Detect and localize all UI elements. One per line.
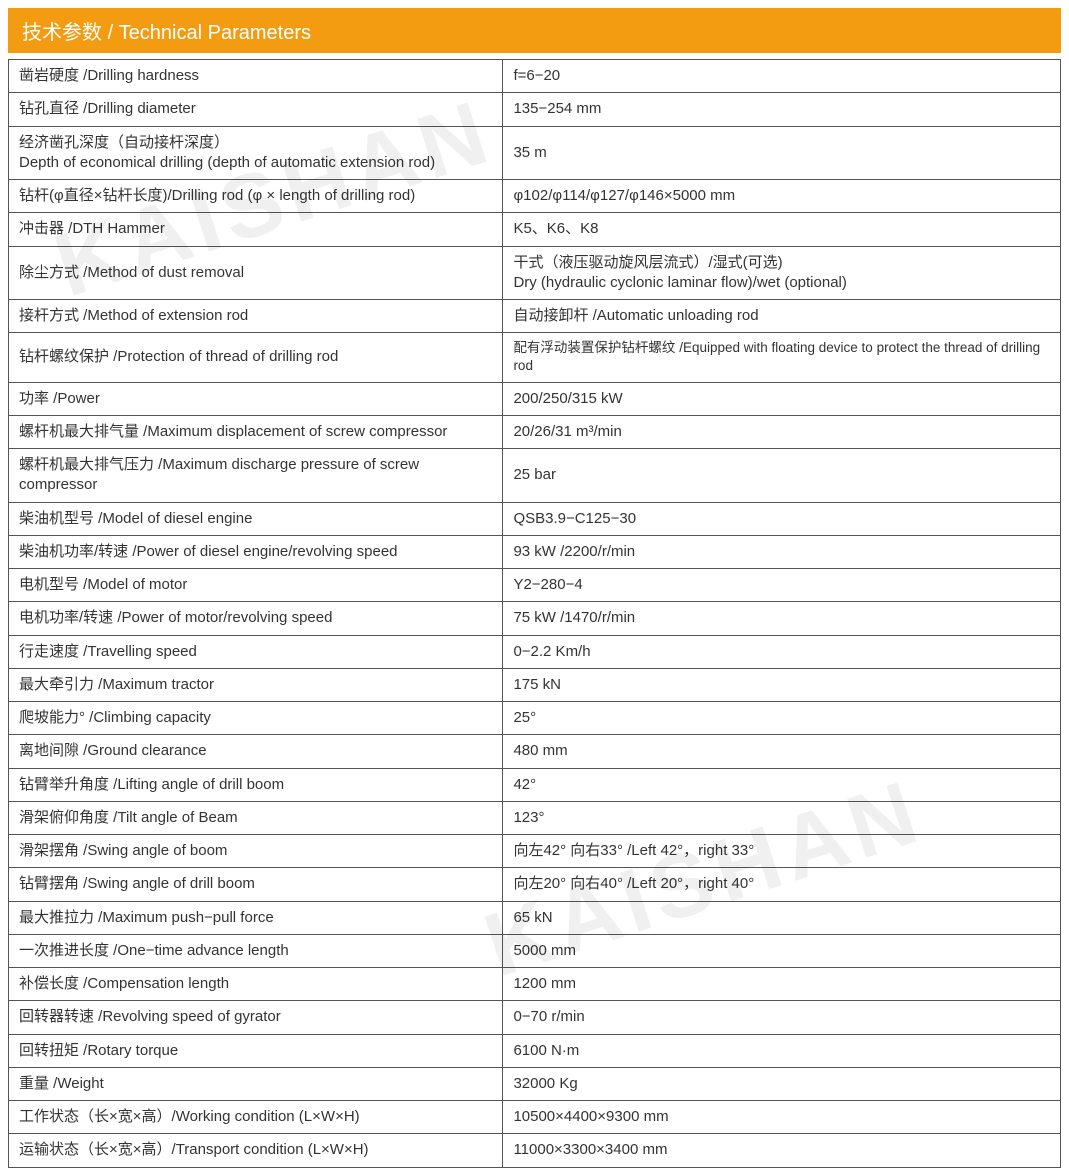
table-row: 除尘方式 /Method of dust removal干式（液压驱动旋风层流式… <box>9 246 1061 300</box>
table-row: 电机功率/转速 /Power of motor/revolving speed7… <box>9 602 1061 635</box>
param-value: 向左42° 向右33° /Left 42°，right 33° <box>503 835 1061 868</box>
param-label: 最大推拉力 /Maximum push−pull force <box>9 901 503 934</box>
section-title-sep: / <box>108 22 119 44</box>
param-value: 干式（液压驱动旋风层流式）/湿式(可选) Dry (hydraulic cycl… <box>503 246 1061 300</box>
table-row: 最大推拉力 /Maximum push−pull force65 kN <box>9 901 1061 934</box>
table-row: 螺杆机最大排气压力 /Maximum discharge pressure of… <box>9 449 1061 503</box>
table-row: 行走速度 /Travelling speed0−2.2 Km/h <box>9 635 1061 668</box>
param-value: 5000 mm <box>503 934 1061 967</box>
param-label: 功率 /Power <box>9 382 503 415</box>
param-value: 6100 N·m <box>503 1034 1061 1067</box>
table-row: 钻杆螺纹保护 /Protection of thread of drilling… <box>9 333 1061 382</box>
param-value: Y2−280−4 <box>503 569 1061 602</box>
table-row: 爬坡能力° /Climbing capacity25° <box>9 702 1061 735</box>
section-title-en: Technical Parameters <box>119 22 311 44</box>
param-value: 200/250/315 kW <box>503 382 1061 415</box>
param-value: 25 bar <box>503 449 1061 503</box>
param-value: φ102/φ114/φ127/φ146×5000 mm <box>503 180 1061 213</box>
table-row: 钻孔直径 /Drilling diameter135−254 mm <box>9 93 1061 126</box>
param-label: 凿岩硬度 /Drilling hardness <box>9 60 503 93</box>
param-value: 11000×3300×3400 mm <box>503 1134 1061 1167</box>
param-label: 除尘方式 /Method of dust removal <box>9 246 503 300</box>
table-row: 最大牵引力 /Maximum tractor175 kN <box>9 668 1061 701</box>
section-title-cn: 技术参数 <box>22 22 102 44</box>
param-label: 钻孔直径 /Drilling diameter <box>9 93 503 126</box>
param-label: 滑架摆角 /Swing angle of boom <box>9 835 503 868</box>
param-value: 10500×4400×9300 mm <box>503 1101 1061 1134</box>
table-row: 钻杆(φ直径×钻杆长度)/Drilling rod (φ × length of… <box>9 180 1061 213</box>
table-row: 钻臂摆角 /Swing angle of drill boom向左20° 向右4… <box>9 868 1061 901</box>
table-row: 回转器转速 /Revolving speed of gyrator0−70 r/… <box>9 1001 1061 1034</box>
param-value: 向左20° 向右40° /Left 20°，right 40° <box>503 868 1061 901</box>
param-label: 回转器转速 /Revolving speed of gyrator <box>9 1001 503 1034</box>
param-label: 补偿长度 /Compensation length <box>9 968 503 1001</box>
param-value: f=6−20 <box>503 60 1061 93</box>
param-label: 工作状态（长×宽×高）/Working condition (L×W×H) <box>9 1101 503 1134</box>
param-label: 钻杆(φ直径×钻杆长度)/Drilling rod (φ × length of… <box>9 180 503 213</box>
param-value: 20/26/31 m³/min <box>503 415 1061 448</box>
param-value: 123° <box>503 801 1061 834</box>
param-label: 经济凿孔深度（自动接杆深度） Depth of economical drill… <box>9 126 503 180</box>
param-value: 32000 Kg <box>503 1067 1061 1100</box>
param-value: 35 m <box>503 126 1061 180</box>
param-value: 0−70 r/min <box>503 1001 1061 1034</box>
param-label: 电机型号 /Model of motor <box>9 569 503 602</box>
param-label: 爬坡能力° /Climbing capacity <box>9 702 503 735</box>
table-row: 接杆方式 /Method of extension rod自动接卸杆 /Auto… <box>9 300 1061 333</box>
parameters-table: 凿岩硬度 /Drilling hardnessf=6−20钻孔直径 /Drill… <box>8 59 1061 1168</box>
param-label: 滑架俯仰角度 /Tilt angle of Beam <box>9 801 503 834</box>
table-row: 经济凿孔深度（自动接杆深度） Depth of economical drill… <box>9 126 1061 180</box>
table-row: 一次推进长度 /One−time advance length5000 mm <box>9 934 1061 967</box>
param-label: 行走速度 /Travelling speed <box>9 635 503 668</box>
param-label: 柴油机型号 /Model of diesel engine <box>9 502 503 535</box>
table-row: 回转扭矩 /Rotary torque6100 N·m <box>9 1034 1061 1067</box>
param-label: 运输状态（长×宽×高）/Transport condition (L×W×H) <box>9 1134 503 1167</box>
param-label: 钻臂举升角度 /Lifting angle of drill boom <box>9 768 503 801</box>
param-label: 离地间隙 /Ground clearance <box>9 735 503 768</box>
param-value: 自动接卸杆 /Automatic unloading rod <box>503 300 1061 333</box>
param-label: 一次推进长度 /One−time advance length <box>9 934 503 967</box>
param-label: 最大牵引力 /Maximum tractor <box>9 668 503 701</box>
param-value: 93 kW /2200/r/min <box>503 535 1061 568</box>
param-label: 重量 /Weight <box>9 1067 503 1100</box>
table-row: 滑架俯仰角度 /Tilt angle of Beam123° <box>9 801 1061 834</box>
param-label: 螺杆机最大排气量 /Maximum displacement of screw … <box>9 415 503 448</box>
param-value: 75 kW /1470/r/min <box>503 602 1061 635</box>
param-label: 冲击器 /DTH Hammer <box>9 213 503 246</box>
param-value: 0−2.2 Km/h <box>503 635 1061 668</box>
table-row: 补偿长度 /Compensation length1200 mm <box>9 968 1061 1001</box>
param-value: 42° <box>503 768 1061 801</box>
param-label: 钻杆螺纹保护 /Protection of thread of drilling… <box>9 333 503 382</box>
param-value: 25° <box>503 702 1061 735</box>
param-value: 1200 mm <box>503 968 1061 1001</box>
page-wrap: KAISHAN KAISHAN 技术参数 / Technical Paramet… <box>8 8 1061 1168</box>
table-row: 螺杆机最大排气量 /Maximum displacement of screw … <box>9 415 1061 448</box>
table-row: 冲击器 /DTH HammerK5、K6、K8 <box>9 213 1061 246</box>
param-label: 回转扭矩 /Rotary torque <box>9 1034 503 1067</box>
param-label: 螺杆机最大排气压力 /Maximum discharge pressure of… <box>9 449 503 503</box>
param-label: 电机功率/转速 /Power of motor/revolving speed <box>9 602 503 635</box>
param-value: 175 kN <box>503 668 1061 701</box>
param-value: QSB3.9−C125−30 <box>503 502 1061 535</box>
param-value: 配有浮动装置保护钻杆螺纹 /Equipped with floating dev… <box>503 333 1061 382</box>
param-value: 65 kN <box>503 901 1061 934</box>
param-value: 135−254 mm <box>503 93 1061 126</box>
param-value: K5、K6、K8 <box>503 213 1061 246</box>
table-row: 运输状态（长×宽×高）/Transport condition (L×W×H)1… <box>9 1134 1061 1167</box>
section-title: 技术参数 / Technical Parameters <box>8 8 1061 53</box>
table-row: 工作状态（长×宽×高）/Working condition (L×W×H)105… <box>9 1101 1061 1134</box>
table-row: 柴油机功率/转速 /Power of diesel engine/revolvi… <box>9 535 1061 568</box>
param-label: 钻臂摆角 /Swing angle of drill boom <box>9 868 503 901</box>
table-row: 柴油机型号 /Model of diesel engineQSB3.9−C125… <box>9 502 1061 535</box>
param-label: 柴油机功率/转速 /Power of diesel engine/revolvi… <box>9 535 503 568</box>
table-row: 离地间隙 /Ground clearance480 mm <box>9 735 1061 768</box>
table-row: 钻臂举升角度 /Lifting angle of drill boom42° <box>9 768 1061 801</box>
param-label: 接杆方式 /Method of extension rod <box>9 300 503 333</box>
table-row: 重量 /Weight32000 Kg <box>9 1067 1061 1100</box>
param-value: 480 mm <box>503 735 1061 768</box>
table-row: 滑架摆角 /Swing angle of boom向左42° 向右33° /Le… <box>9 835 1061 868</box>
table-row: 电机型号 /Model of motorY2−280−4 <box>9 569 1061 602</box>
table-row: 功率 /Power200/250/315 kW <box>9 382 1061 415</box>
table-row: 凿岩硬度 /Drilling hardnessf=6−20 <box>9 60 1061 93</box>
